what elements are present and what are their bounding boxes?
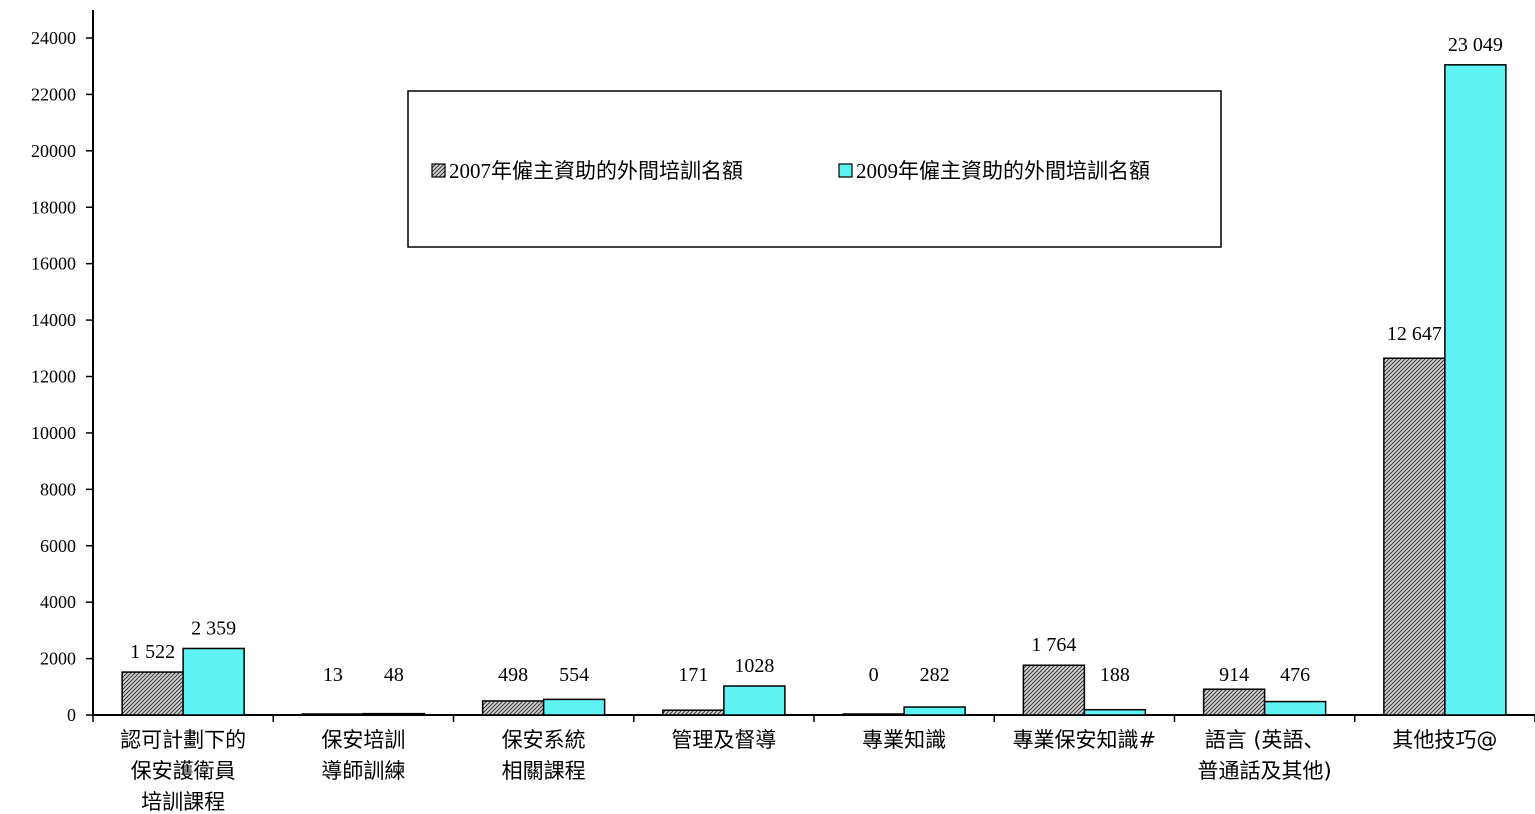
legend-label-1: 2007年僱主資助的外間培訓名額 (449, 159, 743, 183)
bar-series-1 (121, 671, 184, 716)
y-tick-label: 4000 (40, 592, 76, 612)
bar-series-2 (1444, 64, 1507, 716)
y-tick-label: 24000 (31, 28, 76, 48)
x-category-label: 保安系統 (502, 728, 586, 752)
bar-series-2 (362, 712, 426, 716)
y-tick-label: 14000 (31, 310, 76, 330)
bar-series-2 (542, 698, 606, 716)
data-label: 0 (869, 664, 879, 686)
legend-swatch-1 (431, 163, 446, 178)
x-category-label: 語言 (英語、 (1205, 728, 1325, 752)
bar-series-2 (1263, 700, 1327, 716)
legend: 2007年僱主資助的外間培訓名額 2009年僱主資助的外間培訓名額 (407, 90, 1222, 248)
x-category-label: 普通話及其他) (1198, 759, 1332, 783)
data-label: 282 (920, 664, 950, 686)
bar-series-1 (662, 709, 725, 716)
y-tick-label: 0 (67, 705, 76, 725)
data-label: 171 (678, 664, 708, 686)
data-label: 1 522 (130, 641, 175, 663)
y-tick-label: 8000 (40, 479, 76, 499)
x-category-label: 保安護衛員 (131, 759, 236, 783)
data-label: 12 647 (1387, 323, 1442, 345)
data-label: 48 (384, 664, 404, 686)
legend-swatch-2 (838, 163, 853, 178)
x-category-label: 專業保安知識# (1013, 728, 1157, 752)
y-tick-label: 10000 (31, 423, 76, 443)
x-category-label: 相關課程 (502, 759, 586, 783)
y-tick-label: 6000 (40, 536, 76, 556)
data-label: 476 (1280, 664, 1310, 686)
data-label: 1028 (734, 655, 774, 677)
data-label: 23 049 (1448, 34, 1503, 56)
bar-series-1 (1202, 688, 1266, 716)
bar-series-2 (903, 706, 966, 716)
x-category-label: 管理及督導 (671, 728, 776, 752)
x-category-label: 保安培訓 (321, 728, 405, 752)
y-tick-label: 22000 (31, 84, 76, 104)
x-category-label: 培訓課程 (141, 790, 225, 814)
bar-series-2 (182, 647, 245, 716)
bar-series-1 (481, 700, 545, 716)
bar-series-1 (1022, 664, 1086, 716)
data-label: 498 (498, 664, 528, 686)
x-category-label: 導師訓練 (321, 759, 405, 783)
bar-series-1 (842, 713, 905, 716)
y-tick-label: 18000 (31, 197, 76, 217)
bar-series-1 (301, 713, 365, 716)
y-tick-label: 16000 (31, 254, 76, 274)
legend-box (407, 90, 1222, 248)
bar-series-2 (1083, 708, 1147, 716)
data-label: 1 764 (1031, 634, 1076, 656)
data-label: 914 (1219, 664, 1249, 686)
x-category-label: 其他技巧@ (1392, 728, 1497, 752)
x-category-label: 專業知識 (862, 728, 946, 752)
bar-series-2 (723, 685, 786, 716)
data-label: 554 (559, 664, 589, 686)
data-label: 2 359 (191, 617, 236, 639)
y-tick-label: 12000 (31, 367, 76, 387)
bar-series-1 (1383, 357, 1446, 716)
data-label: 13 (323, 664, 343, 686)
y-tick-label: 2000 (40, 649, 76, 669)
x-category-label: 認可計劃下的 (120, 728, 246, 752)
legend-label-2: 2009年僱主資助的外間培訓名額 (856, 159, 1150, 183)
y-tick-label: 20000 (31, 141, 76, 161)
data-label: 188 (1100, 664, 1130, 686)
